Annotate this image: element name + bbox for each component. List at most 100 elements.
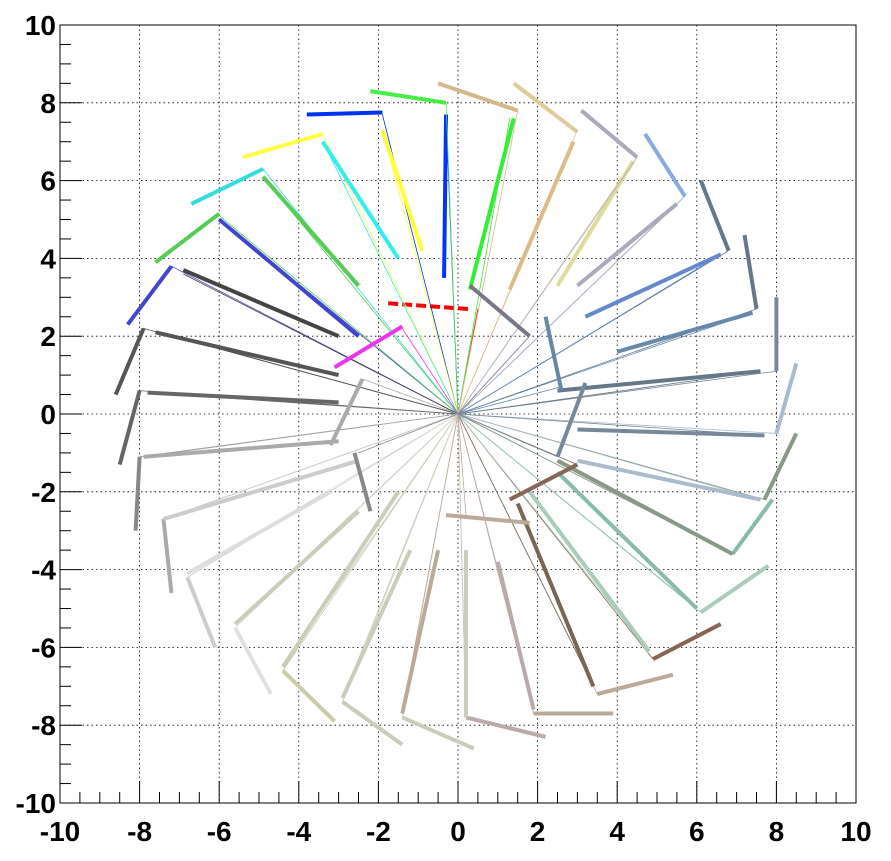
spoke-bar-53 [341, 700, 404, 747]
spoke-bar-40 [556, 458, 734, 556]
spoke-30 [147, 390, 459, 415]
y-tick-label-8: 6 [40, 166, 56, 197]
x-tick-label-8: 6 [689, 816, 705, 847]
spoke-bar-46 [233, 509, 360, 626]
spoke-thin-line-67 [362, 378, 459, 415]
spoke-thin-line-65 [457, 335, 530, 415]
spoke-bar-61 [445, 513, 530, 525]
y-tick-label-2: -6 [31, 632, 56, 663]
spoke-bar-31 [774, 362, 799, 434]
spoke-bar-30 [147, 390, 339, 405]
spoke-15 [457, 132, 687, 415]
grid [60, 25, 856, 803]
spoke-56 [457, 413, 536, 711]
spoke-thin-line-34 [143, 413, 459, 458]
spoke-bar-50 [281, 490, 400, 668]
spoke-bar-48 [528, 490, 651, 653]
spoke-bar-23 [742, 234, 759, 310]
y-tick-label-10: 10 [25, 10, 56, 41]
x-tick-label-3: -4 [286, 816, 311, 847]
spoke-bar-2 [468, 117, 516, 291]
spoke-bar-62 [508, 462, 579, 502]
spoke-24 [457, 310, 754, 415]
spoke-thin-line-6 [457, 110, 519, 415]
spoke-bar-21 [126, 264, 174, 326]
spoke-thin-line-64 [457, 386, 562, 415]
x-tick-label-7: 4 [609, 816, 625, 847]
spoke-bar-0 [386, 301, 469, 311]
spokes [113, 81, 799, 751]
spoke-thin-line-10 [322, 141, 459, 415]
spoke-bar-14 [261, 175, 361, 287]
spoke-thin-line-16 [457, 203, 678, 415]
spoke-53 [341, 413, 459, 747]
spoke-2 [457, 117, 516, 415]
spoke-bar-67 [328, 378, 365, 446]
y-tick-label-1: -8 [31, 710, 56, 741]
spoke-bar-28 [557, 369, 761, 393]
spoke-bar-43 [699, 564, 770, 615]
spoke-bar-6 [437, 81, 519, 113]
x-tick-label-9: 8 [769, 816, 785, 847]
x-tick-label-5: 0 [450, 816, 466, 847]
spoke-bar-59 [465, 715, 547, 739]
spoke-bar-64 [543, 316, 564, 392]
spoke-6 [437, 81, 519, 415]
spoke-22 [182, 268, 459, 415]
spoke-bar-34 [143, 439, 339, 459]
x-tick-label-10: 10 [840, 816, 871, 847]
spoke-thin-line-22 [183, 273, 459, 415]
y-tick-label-3: -4 [31, 555, 56, 586]
spoke-thin-line-68 [358, 413, 459, 454]
spoke-60 [457, 413, 468, 718]
spoke-14 [261, 175, 459, 415]
spoke-bar-11 [555, 160, 635, 287]
spoke-bar-15 [643, 132, 687, 198]
spoke-55 [457, 413, 614, 716]
spoke-bar-3 [370, 89, 447, 105]
spoke-7 [457, 81, 579, 415]
spoke-20 [457, 252, 722, 415]
spoke-bar-57 [401, 715, 475, 751]
spoke-38 [162, 413, 459, 521]
spoke-bar-18 [154, 212, 221, 264]
spoke-bar-12 [580, 109, 639, 159]
spoke-28 [457, 369, 761, 415]
spoke-thin-line-66 [401, 328, 459, 415]
spoke-18 [154, 212, 459, 415]
spoke-bar-63 [555, 382, 588, 458]
spoke-21 [126, 264, 459, 415]
spoke-bar-44 [556, 470, 699, 610]
spoke-bar-45 [233, 626, 273, 696]
spoke-bar-36 [576, 458, 761, 502]
spoke-thin-line-38 [163, 413, 459, 520]
spoke-bar-65 [468, 284, 531, 338]
spoke-67 [328, 378, 459, 446]
spoke-58 [400, 413, 459, 714]
spoke-8 [457, 140, 576, 415]
spoke-65 [457, 284, 531, 415]
spoke-bar-29 [117, 390, 142, 466]
spoke-9 [242, 132, 459, 415]
spoke-bar-26 [155, 330, 340, 378]
spoke-bar-41 [185, 576, 218, 649]
spoke-bar-8 [507, 140, 576, 291]
spoke-thin-line-13 [262, 168, 459, 415]
spoke-26 [155, 330, 459, 415]
y-tick-label-5: 0 [40, 399, 56, 430]
spoke-54 [340, 413, 459, 699]
spoke-31 [457, 362, 799, 434]
x-tick-label-1: -8 [127, 816, 152, 847]
spoke-5 [380, 129, 459, 415]
y-tick-label-7: 4 [40, 243, 56, 274]
spoke-bar-13 [190, 167, 264, 206]
spoke-48 [457, 413, 651, 653]
spoke-thin-line-28 [457, 370, 761, 415]
spoke-68 [352, 413, 459, 512]
axis-ticks [59, 24, 857, 804]
spoke-35 [457, 413, 799, 501]
spoke-40 [457, 413, 734, 556]
spoke-bar-35 [762, 432, 799, 501]
spoke-thin-line-5 [381, 129, 459, 415]
